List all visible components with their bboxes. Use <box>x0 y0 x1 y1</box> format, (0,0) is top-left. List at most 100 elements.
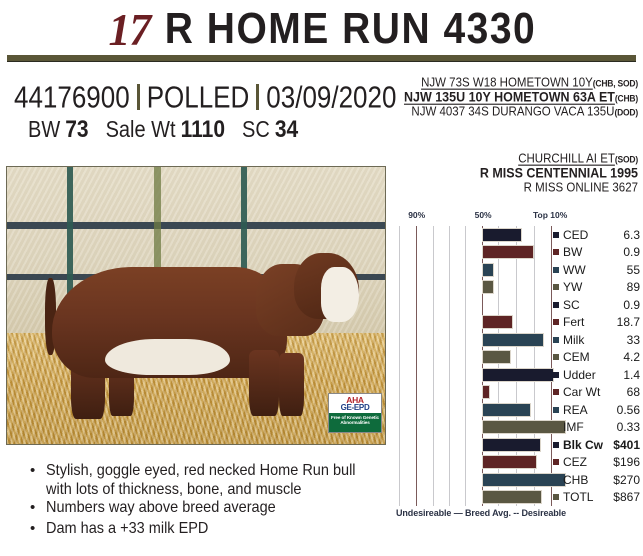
legend-trait-label: WW <box>563 262 586 277</box>
chart-gridline-major <box>551 226 553 506</box>
sire-tag: (CHB) <box>614 92 638 104</box>
legend-trait-value: 18.7 <box>616 315 640 330</box>
legend-swatch-icon <box>553 249 559 256</box>
bw-label: BW <box>28 116 61 143</box>
chart-gridline-major <box>416 226 417 506</box>
aha-logo-line1: AHA <box>346 394 364 405</box>
legend-trait-label: Milk <box>563 332 585 347</box>
photo-pen-rail-upper <box>7 222 385 230</box>
chart-bar <box>482 420 566 435</box>
chart-bar <box>482 472 566 487</box>
dam-grandsire-tag: (SOD) <box>614 153 638 165</box>
legend-trait-value: 89 <box>626 280 640 295</box>
legend-swatch-icon <box>553 231 559 238</box>
legend-trait-label: SC <box>563 297 580 312</box>
chart-bar <box>482 402 532 417</box>
pedigree-sire: NJW 73S W18 HOMETOWN 10Y(CHB, SOD) NJW 1… <box>393 76 638 119</box>
chart-bar <box>482 245 535 260</box>
legend-row: REA 0.56 <box>552 401 640 418</box>
sire-row: NJW 135U 10Y HOMETOWN 63A ET(CHB) <box>393 89 638 106</box>
legend-trait-value: 6.3 <box>623 227 640 242</box>
legend-trait-value: $867 <box>613 490 640 505</box>
page-title: R HOME RUN 4330 <box>164 4 537 54</box>
identity-separator-1 <box>136 84 140 110</box>
legend-trait-label: Fert <box>563 315 585 330</box>
header-divider <box>7 55 636 62</box>
legend-row: Car Wt 68 <box>552 384 640 401</box>
sire-granddam-name: NJW 4037 34S DURANGO VACA 135U <box>411 105 615 119</box>
legend-row: Milk 33 <box>552 331 640 348</box>
chart-plot-area <box>396 226 566 506</box>
legend-trait-label: CED <box>563 227 589 242</box>
legend-swatch-icon <box>553 459 559 466</box>
sire-grandsire-name: NJW 73S W18 HOMETOWN 10Y <box>421 76 593 90</box>
aha-logo-caption: Free of Known Genetic Abnormalities <box>329 413 381 432</box>
legend-trait-value: 0.33 <box>616 420 640 435</box>
chart-gridline-minor <box>399 226 401 506</box>
legend-trait-label: Udder <box>563 367 596 382</box>
aha-logo-wordmark: AHA GE-EPD <box>329 394 381 413</box>
legend-trait-value: 33 <box>626 332 640 347</box>
legend-trait-label: CEZ <box>563 455 587 470</box>
bull-belly-marking <box>105 338 230 375</box>
chart-bar <box>482 455 537 470</box>
dam-granddam-row: R MISS ONLINE 3627 <box>393 180 638 196</box>
legend-row: TOTL $867 <box>552 489 640 506</box>
legend-row: SC 0.9 <box>552 296 640 313</box>
identity-line: 44176900 POLLED 03/09/2020 <box>14 79 396 114</box>
birth-date: 03/09/2020 <box>266 79 397 114</box>
bull-leg-front-left <box>248 349 280 417</box>
identity-separator-2 <box>256 84 260 110</box>
chart-gridline-minor <box>516 226 517 506</box>
chart-tick-label: 90% <box>408 210 426 220</box>
bullet-dot-icon: • <box>30 462 36 479</box>
legend-trait-label: IMF <box>563 420 584 435</box>
sale-wt-value: 1110 <box>180 116 226 143</box>
legend-swatch-icon <box>553 319 559 326</box>
description-bullets: • Stylish, goggle eyed, red necked Home … <box>30 462 380 541</box>
legend-swatch-icon <box>553 301 559 308</box>
legend-swatch-icon <box>553 494 559 501</box>
bullet-text: Numbers way above breed average <box>46 499 276 517</box>
bull-tail <box>44 277 57 356</box>
legend-row: CEZ $196 <box>552 454 640 471</box>
aha-logo-line2: GE-EPD <box>340 402 370 412</box>
legend-trait-value: $401 <box>613 437 640 452</box>
legend-trait-value: 0.9 <box>623 297 640 312</box>
lot-number: 17 <box>108 4 151 55</box>
chart-bar <box>482 367 554 382</box>
legend-trait-label: CEM <box>563 350 590 365</box>
chart-bar <box>482 280 495 295</box>
bull-face-marking <box>320 266 359 323</box>
legend-trait-value: 68 <box>626 385 640 400</box>
legend-swatch-icon <box>553 424 559 431</box>
sire-name: NJW 135U 10Y HOMETOWN 63A ET <box>403 89 615 105</box>
bullet-text: Stylish, goggle eyed, red necked Home Ru… <box>46 462 356 499</box>
bw-value: 73 <box>65 116 89 143</box>
legend-trait-label: BW <box>563 245 583 260</box>
legend-trait-label: Car Wt <box>563 385 601 400</box>
chart-legend: CED 6.3 BW 0.9 WW 55 YW 89 SC 0.9 Fert 18.7 Milk 33 CE… <box>552 226 640 506</box>
legend-row: Blk Cw $401 <box>552 436 640 453</box>
legend-trait-value: $270 <box>613 472 640 487</box>
dam-grandsire-row: CHURCHILL AI ET(SOD) <box>393 151 638 167</box>
epd-percentile-chart: 90% 50% Top 10% CED 6.3 BW 0.9 WW 55 YW 89 SC 0.9 Fe… <box>396 206 640 532</box>
legend-swatch-icon <box>553 406 559 413</box>
bullet-dot-icon: • <box>30 520 36 537</box>
chart-tick-label: 50% <box>474 210 492 220</box>
chart-gridline-minor <box>498 226 500 506</box>
legend-trait-label: YW <box>563 280 583 295</box>
bull-leg-front-right <box>279 352 304 417</box>
legend-trait-value: 4.2 <box>623 350 640 365</box>
chart-bar <box>482 315 513 330</box>
legend-swatch-icon <box>553 336 559 343</box>
chart-gridline-major <box>482 226 484 506</box>
sire-granddam-row: NJW 4037 34S DURANGO VACA 135U(DOD) <box>393 104 638 120</box>
legend-trait-label: TOTL <box>563 490 594 505</box>
chart-gridline-minor <box>448 226 450 506</box>
chart-bar <box>482 332 544 347</box>
registration-number: 44176900 <box>14 79 130 114</box>
chart-bar <box>482 437 541 452</box>
legend-swatch-icon <box>553 371 559 378</box>
